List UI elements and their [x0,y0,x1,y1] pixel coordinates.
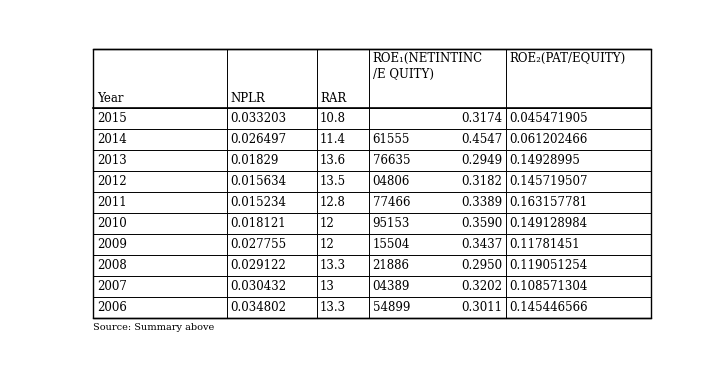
Text: 0.015234: 0.015234 [230,196,286,209]
Text: 0.119051254: 0.119051254 [509,259,587,272]
Text: Year: Year [97,93,123,105]
Text: 0.061202466: 0.061202466 [509,133,587,146]
Text: 76635: 76635 [373,154,410,167]
Text: 12.8: 12.8 [320,196,346,209]
Text: 0.026497: 0.026497 [230,133,286,146]
Text: 2015: 2015 [97,112,127,125]
Text: 0.108571304: 0.108571304 [509,280,587,293]
Text: 0.3389: 0.3389 [461,196,502,209]
Text: 0.033203: 0.033203 [230,112,286,125]
Text: 2006: 2006 [97,301,127,314]
Text: 0.045471905: 0.045471905 [509,112,588,125]
Text: RAR: RAR [320,93,347,105]
Text: 2010: 2010 [97,217,127,230]
Text: 0.015634: 0.015634 [230,175,286,188]
Text: 0.3437: 0.3437 [461,238,502,251]
Text: 04806: 04806 [373,175,410,188]
Text: NPLR: NPLR [230,93,265,105]
Text: 0.14928995: 0.14928995 [509,154,580,167]
Text: 2013: 2013 [97,154,127,167]
Text: 0.027755: 0.027755 [230,238,286,251]
Text: 0.2950: 0.2950 [461,259,502,272]
Text: 13: 13 [320,280,335,293]
Text: 2014: 2014 [97,133,127,146]
Text: 13.3: 13.3 [320,301,346,314]
Text: 13.6: 13.6 [320,154,346,167]
Text: 0.3590: 0.3590 [461,217,502,230]
Text: 11.4: 11.4 [320,133,346,146]
Text: 0.145446566: 0.145446566 [509,301,588,314]
Text: 0.029122: 0.029122 [230,259,286,272]
Text: 15504: 15504 [373,238,410,251]
Text: 0.030432: 0.030432 [230,280,286,293]
Text: 0.3011: 0.3011 [461,301,502,314]
Text: 0.4547: 0.4547 [461,133,502,146]
Text: 95153: 95153 [373,217,410,230]
Text: 12: 12 [320,238,335,251]
Text: ROE₁(NETINTINC
/E QUITY): ROE₁(NETINTINC /E QUITY) [373,51,483,81]
Text: 21886: 21886 [373,259,410,272]
Text: 0.3202: 0.3202 [461,280,502,293]
Text: 61555: 61555 [373,133,410,146]
Text: 0.01829: 0.01829 [230,154,278,167]
Text: Source: Summary above: Source: Summary above [94,323,215,332]
Text: 0.11781451: 0.11781451 [509,238,580,251]
Text: 54899: 54899 [373,301,410,314]
Text: 04389: 04389 [373,280,410,293]
Text: 0.145719507: 0.145719507 [509,175,587,188]
Text: 13.5: 13.5 [320,175,346,188]
Text: 77466: 77466 [373,196,410,209]
Text: 0.034802: 0.034802 [230,301,286,314]
Text: 2012: 2012 [97,175,126,188]
Text: 2011: 2011 [97,196,126,209]
Text: 0.149128984: 0.149128984 [509,217,587,230]
Text: 0.163157781: 0.163157781 [509,196,587,209]
Text: 0.3182: 0.3182 [461,175,502,188]
Text: 13.3: 13.3 [320,259,346,272]
Text: 2007: 2007 [97,280,127,293]
Text: ROE₂(PAT/EQUITY): ROE₂(PAT/EQUITY) [509,51,626,65]
Text: 0.3174: 0.3174 [461,112,502,125]
Text: 10.8: 10.8 [320,112,346,125]
Text: 2009: 2009 [97,238,127,251]
Text: 12: 12 [320,217,335,230]
Text: 0.2949: 0.2949 [461,154,502,167]
Text: 0.018121: 0.018121 [230,217,286,230]
Text: 2008: 2008 [97,259,127,272]
